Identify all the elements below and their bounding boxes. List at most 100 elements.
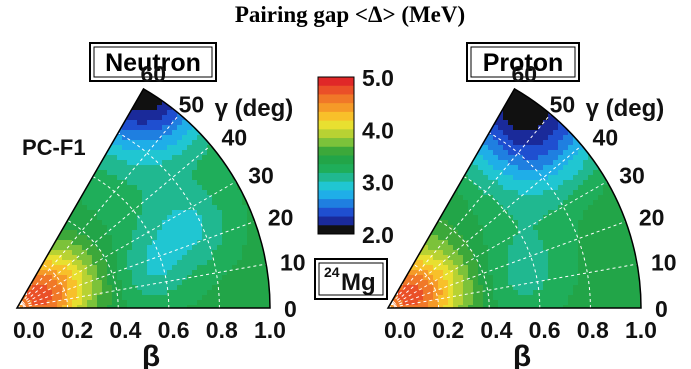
heatmap-cell [72,220,78,226]
heatmap-cell [583,175,589,181]
heatmap-cell [217,215,223,221]
heatmap-cell [137,230,143,236]
heatmap-cell [67,220,73,226]
heatmap-cell [453,200,459,206]
heatmap-cell [558,300,564,306]
heatmap-cell [548,280,554,286]
heatmap-cell [478,245,484,251]
heatmap-cell [152,105,158,111]
heatmap-cell [513,115,519,121]
heatmap-cell [463,160,469,166]
heatmap-cell [62,230,68,236]
heatmap-cell [52,285,58,291]
heatmap-cell [167,180,173,186]
heatmap-cell [197,305,203,309]
heatmap-cell [127,240,133,246]
heatmap-cell [192,185,198,191]
heatmap-cell [137,305,143,309]
heatmap-cell [503,240,509,246]
heatmap-cell [212,205,218,211]
heatmap-cell [257,255,263,261]
heatmap-cell [77,205,83,211]
heatmap-cell [157,285,163,291]
heatmap-cell [498,190,504,196]
heatmap-cell [132,225,138,231]
heatmap-cell [543,150,549,156]
heatmap-cell [242,290,248,296]
heatmap-cell [533,135,539,141]
heatmap-cell [127,250,133,256]
heatmap-cell [67,230,73,236]
heatmap-cell [493,220,499,226]
heatmap-cell [558,195,564,201]
heatmap-cell [202,195,208,201]
heatmap-cell [588,270,594,276]
heatmap-cell [197,135,203,141]
heatmap-cell [593,240,599,246]
heatmap-cell [142,135,148,141]
heatmap-cell [563,180,569,186]
heatmap-cell [448,220,454,226]
heatmap-cell [563,300,569,306]
heatmap-cell [92,265,98,271]
heatmap-cell [67,225,73,231]
heatmap-cell [523,305,529,309]
heatmap-cell [102,305,108,309]
heatmap-cell [418,275,424,281]
heatmap-cell [488,120,494,126]
heatmap-cell [588,215,594,221]
grid-ray [17,144,212,309]
heatmap-cell [408,280,414,286]
heatmap-cell [92,250,98,256]
heatmap-cell [192,275,198,281]
heatmap-cell [503,275,509,281]
heatmap-cell [583,170,589,176]
heatmap-cell [92,195,98,201]
heatmap-cell [428,240,434,246]
heatmap-cell [418,305,424,309]
heatmap-cell [202,255,208,261]
heatmap-cell [182,220,188,226]
heatmap-cell [147,265,153,271]
heatmap-cell [583,205,589,211]
heatmap-cell [473,295,479,301]
heatmap-cell [528,230,534,236]
heatmap-cell [122,285,128,291]
heatmap-cell [267,255,271,261]
heatmap-cell [553,285,559,291]
heatmap-cell [127,215,133,221]
heatmap-cell [613,270,619,276]
heatmap-cell [478,125,484,131]
heatmap-cell [553,275,559,281]
heatmap-cell [508,230,514,236]
heatmap-cell [227,265,233,271]
heatmap-cell [117,180,123,186]
heatmap-cell [538,225,544,231]
heatmap-cell [528,245,534,251]
heatmap-cell [538,160,544,166]
heatmap-cell [62,250,68,256]
heatmap-cell [72,265,78,271]
heatmap-cell [152,205,158,211]
gamma-tick-label: 40 [222,124,248,150]
heatmap-cell [508,200,514,206]
heatmap-cell [127,88,133,91]
heatmap-cell [212,170,218,176]
heatmap-cell [152,95,158,101]
heatmap-cell [498,300,504,306]
heatmap-cell [528,205,534,211]
heatmap-cell [543,170,549,176]
heatmap-cell [403,290,409,296]
heatmap-cell [513,275,519,281]
heatmap-cell [117,145,123,151]
heatmap-cell [503,270,509,276]
heatmap-cell [262,280,268,286]
heatmap-cell [132,295,138,301]
heatmap-cell [473,185,479,191]
heatmap-cell [468,180,474,186]
heatmap-cell [107,210,113,216]
heatmap-cell [222,270,228,276]
heatmap-cell [478,225,484,231]
heatmap-cell [52,265,58,271]
heatmap-cell [573,195,579,201]
